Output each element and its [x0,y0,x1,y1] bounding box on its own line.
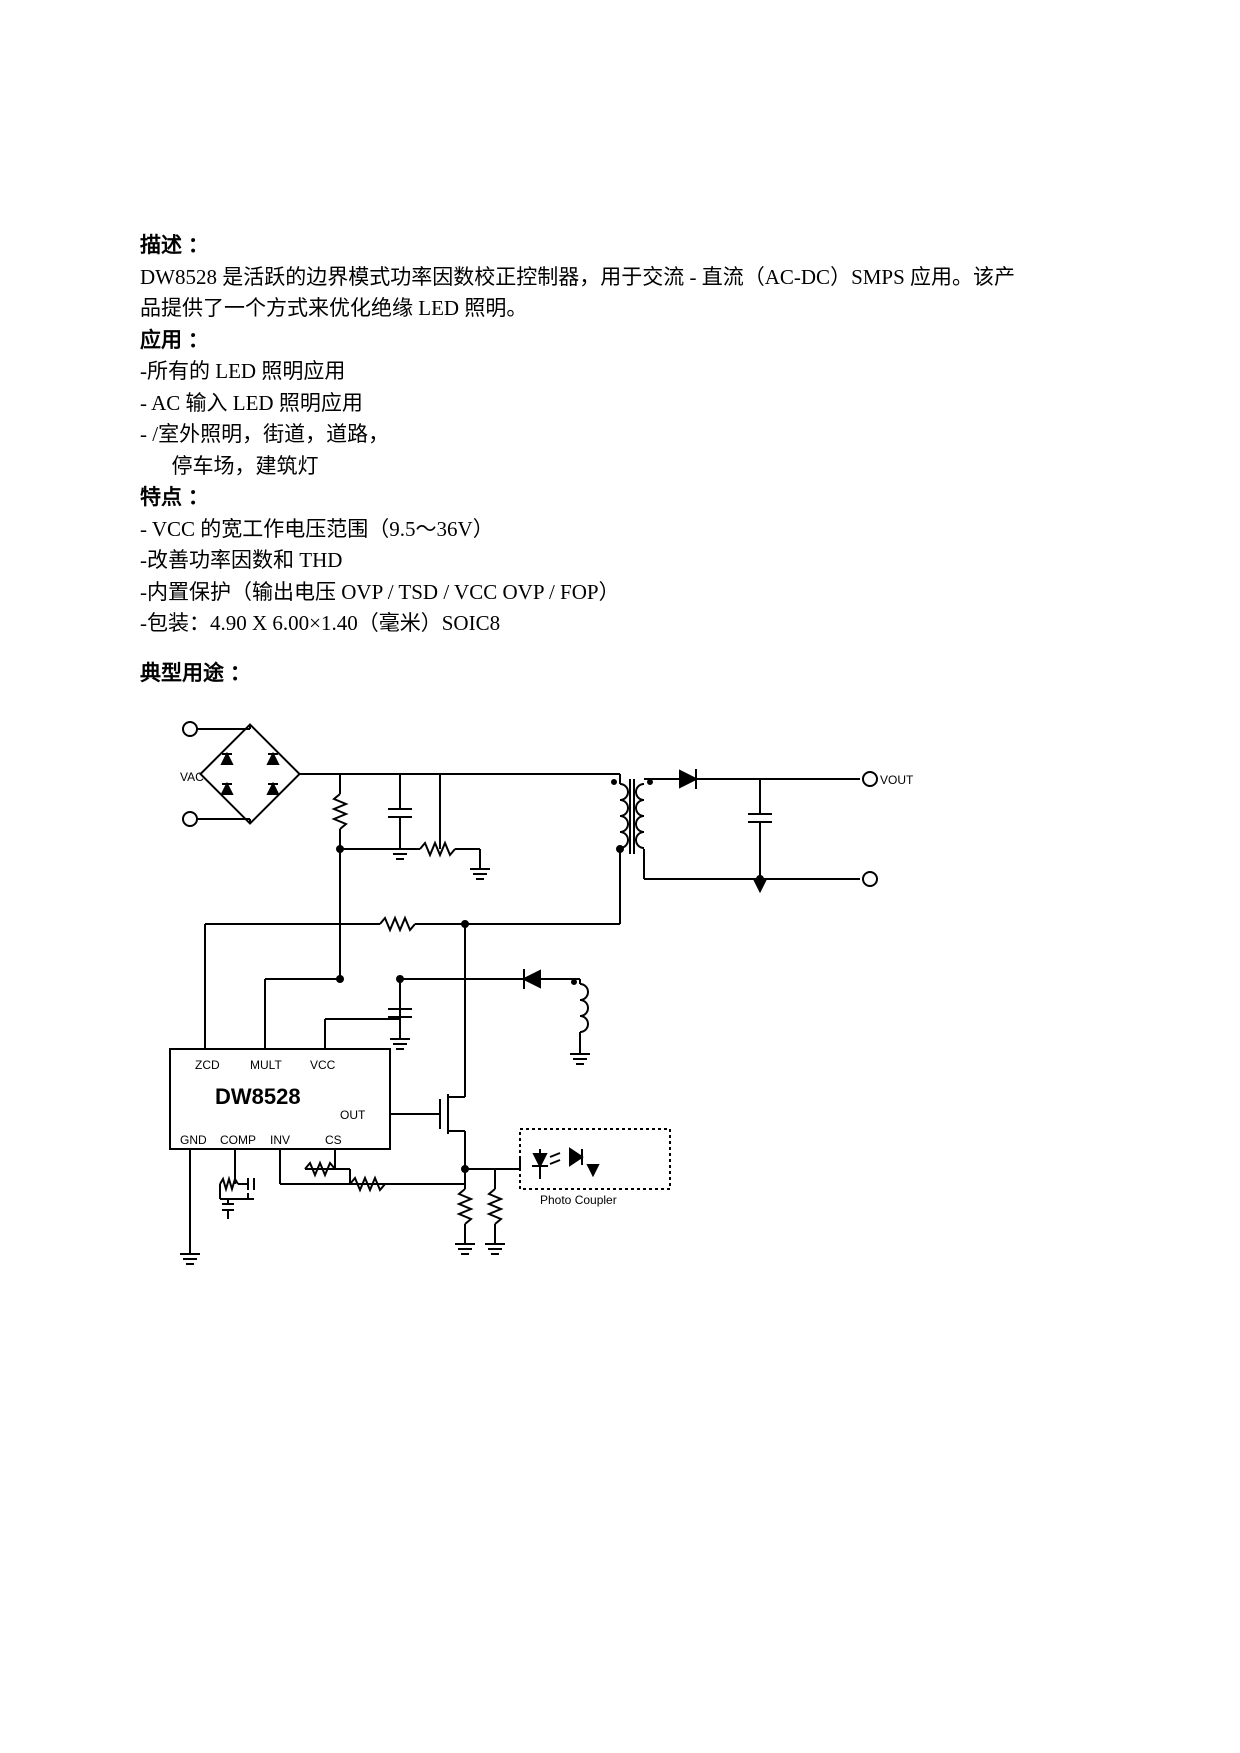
pin-inv: INV [270,1133,290,1147]
features-section: 特点 ： - VCC 的宽工作电压范围（9.5～36V） -改善功率因数和 TH… [140,482,1100,640]
pin-out: OUT [340,1108,366,1122]
features-item: - VCC 的宽工作电压范围（9.5～36V） [140,514,1100,546]
pin-cs: CS [325,1133,342,1147]
features-item: -内置保护（输出电压 OVP / TSD / VCC OVP / FOP） [140,577,1100,609]
features-title: 特点 ： [140,482,1100,514]
application-section: 应用 ： -所有的 LED 照明应用 - AC 输入 LED 照明应用 - /室… [140,325,1100,483]
pin-gnd: GND [180,1133,207,1147]
typical-title: 典型用途 ： [140,658,1100,690]
application-item: -所有的 LED 照明应用 [140,356,1100,388]
description-title: 描述 ： [140,230,1100,262]
description-section: 描述 ： DW8528 是活跃的边界模式功率因数校正控制器，用于交流 - 直流（… [140,230,1100,325]
pin-zcd: ZCD [195,1058,220,1072]
pin-mult: MULT [250,1058,282,1072]
vac-label: VAC [180,770,204,784]
description-line: DW8528 是活跃的边界模式功率因数校正控制器，用于交流 - 直流（AC-DC… [140,262,1100,294]
features-item: -改善功率因数和 THD [140,545,1100,577]
application-item: - /室外照明，街道，道路， [140,419,1100,451]
datasheet-page: 描述 ： DW8528 是活跃的边界模式功率因数校正控制器，用于交流 - 直流（… [0,0,1240,1753]
features-item: -包装：4.90 X 6.00×1.40（毫米）SOIC8 [140,608,1100,640]
application-title: 应用 ： [140,325,1100,357]
typical-section: 典型用途 ： VAC [140,658,1100,1290]
pin-vcc: VCC [310,1058,336,1072]
photo-label: Photo Coupler [540,1193,617,1207]
vout-label: VOUT [880,773,914,787]
application-item: 停车场，建筑灯 [140,451,1100,483]
application-item: - AC 输入 LED 照明应用 [140,388,1100,420]
ic-name: DW8528 [215,1084,301,1109]
pin-comp: COMP [220,1133,256,1147]
circuit-diagram: VAC [140,699,920,1289]
description-line: 品提供了一个方式来优化绝缘 LED 照明。 [140,293,1100,325]
